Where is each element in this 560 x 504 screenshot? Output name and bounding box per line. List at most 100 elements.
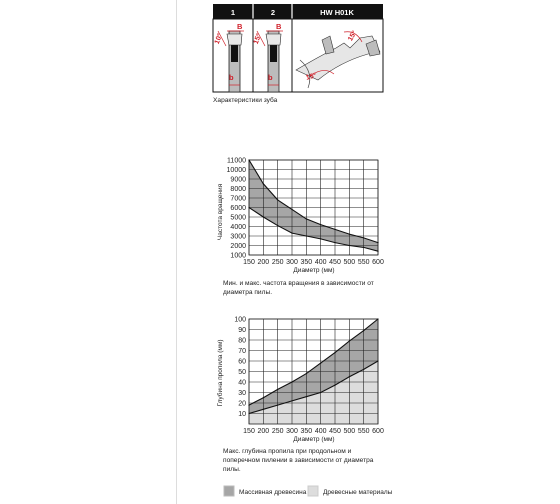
depth-y-tick-label: 100 <box>234 317 246 324</box>
depth-point-lower <box>334 384 336 386</box>
depth-point-lower <box>248 412 250 415</box>
depth-y-tick-label: 40 <box>238 380 246 387</box>
left-panel <box>0 0 177 504</box>
rpm-series-upper <box>248 159 379 244</box>
legend: Массивная древесина Древесные материалы <box>223 485 393 497</box>
depth-point-upper <box>277 388 279 390</box>
rpm-y-axis-label: Частота вращения <box>217 183 224 240</box>
rpm-series-lower <box>248 207 379 252</box>
rpm-point-lower <box>377 250 379 252</box>
depth-point-upper <box>320 362 322 364</box>
depth-point-lower <box>320 391 322 394</box>
depth-x-tick-label: 200 <box>257 428 269 435</box>
tooth2-angle-label: 15° <box>252 32 263 45</box>
depth-point-lower <box>291 400 293 402</box>
tooth-profile-1: B b 10° <box>213 22 244 93</box>
depth-point-upper <box>262 397 264 399</box>
rpm-point-lower <box>248 206 250 209</box>
rpm-point-lower <box>348 244 350 247</box>
rpm-point-upper <box>377 242 379 244</box>
tooth1-bottom-label: b <box>229 73 234 82</box>
depth-y-tick-label: 60 <box>238 359 246 366</box>
depth-plot-frame <box>248 318 379 425</box>
rpm-point-upper <box>334 228 336 230</box>
legend-label-wood-materials: Древесные материалы <box>323 489 393 496</box>
tooth1-top-label: B <box>237 22 243 31</box>
depth-series-upper <box>248 318 379 406</box>
depth-series-lower <box>248 360 379 415</box>
rpm-y-tick-label: 5000 <box>230 215 246 222</box>
rpm-y-tick-label: 9000 <box>230 177 246 184</box>
rpm-point-lower <box>363 246 365 248</box>
rpm-x-axis-label: Диаметр (мм) <box>293 267 334 274</box>
depth-point-upper <box>334 352 336 354</box>
rpm-point-lower <box>277 224 279 227</box>
rpm-y-tick-label: 10000 <box>227 167 247 174</box>
tooth2-bottom-label: b <box>268 73 273 82</box>
rpm-x-tick-label: 500 <box>343 259 355 266</box>
depth-point-lower <box>363 368 365 370</box>
rpm-y-tick-label: 8000 <box>230 186 246 193</box>
tooth-caption: Характеристики зуба <box>213 97 278 104</box>
tooth-header-bar <box>213 4 383 19</box>
rpm-point-lower <box>262 216 264 218</box>
rpm-x-tick-label: 450 <box>329 259 341 266</box>
legend-swatch-solid-wood <box>223 485 235 497</box>
depth-x-tick-label: 600 <box>372 428 384 435</box>
rpm-point-upper <box>277 199 279 201</box>
rpm-point-lower <box>334 242 336 244</box>
rpm-point-upper <box>320 224 322 226</box>
depth-y-tick-label: 50 <box>238 369 246 376</box>
depth-y-tick-label: 30 <box>238 390 246 397</box>
rpm-y-tick-label: 1000 <box>230 253 246 260</box>
tooth-profile-2: B b 15° <box>252 22 283 93</box>
rpm-x-tick-label: 400 <box>315 259 327 266</box>
depth-x-tick-label: 550 <box>358 428 370 435</box>
rpm-point-lower <box>320 238 322 240</box>
depth-point-lower <box>377 360 379 362</box>
depth-point-upper <box>348 340 350 342</box>
tooth-header-2: 2 <box>271 8 275 17</box>
depth-point-lower <box>305 396 307 398</box>
rpm-point-upper <box>262 183 264 185</box>
rpm-point-lower <box>305 235 307 237</box>
rpm-x-tick-label: 200 <box>257 259 269 266</box>
depth-point-lower <box>348 376 350 378</box>
depth-y-tick-label: 80 <box>238 338 246 345</box>
rpm-x-tick-label: 150 <box>243 259 255 266</box>
rpm-y-tick-label: 6000 <box>230 205 246 212</box>
depth-x-tick-label: 300 <box>286 428 298 435</box>
rpm-point-upper <box>348 233 350 235</box>
rpm-y-tick-label: 11000 <box>227 158 246 165</box>
rpm-y-tick-label: 7000 <box>230 196 246 203</box>
rpm-point-upper <box>305 218 307 220</box>
depth-fill-band <box>249 319 378 414</box>
depth-y-tick-label: 20 <box>238 401 246 408</box>
depth-x-tick-label: 450 <box>329 428 341 435</box>
depth-point-lower <box>277 404 279 406</box>
depth-chart: 150 200 250 300 350 400 450 500 550 600 10 20 30 40 50… <box>234 317 384 436</box>
rpm-y-tick-label: 4000 <box>230 224 246 231</box>
depth-x-tick-label: 250 <box>272 428 284 435</box>
rpm-x-tick-label: 600 <box>372 259 384 266</box>
legend-label-solid-wood: Массивная древесина <box>239 489 307 496</box>
depth-caption: Макс. глубина пропила при продольном и п… <box>223 448 374 473</box>
depth-y-tick-label: 70 <box>238 348 246 355</box>
tooth-panel: 1 2 HW H01K B b 10° B b 15° <box>212 4 384 93</box>
rpm-y-tick-label: 3000 <box>230 234 246 241</box>
rpm-x-tick-label: 550 <box>358 259 370 266</box>
legend-swatch-wood-materials <box>307 485 319 497</box>
rpm-caption: Мин. и макс. частота вращения в зависимо… <box>223 280 374 296</box>
rpm-point-lower <box>291 232 293 234</box>
depth-point-upper <box>305 373 307 375</box>
depth-y-tick-label: 10 <box>238 411 246 418</box>
rpm-y-tick-label: 2000 <box>230 243 246 250</box>
depth-x-tick-label: 150 <box>243 428 255 435</box>
rpm-x-tick-label: 300 <box>286 259 298 266</box>
depth-x-axis-label: Диаметр (мм) <box>293 436 334 443</box>
depth-x-tick-label: 350 <box>300 428 312 435</box>
tooth1-angle-label: 10° <box>213 32 224 45</box>
depth-point-upper <box>377 318 379 320</box>
rpm-fill-band <box>249 160 378 252</box>
